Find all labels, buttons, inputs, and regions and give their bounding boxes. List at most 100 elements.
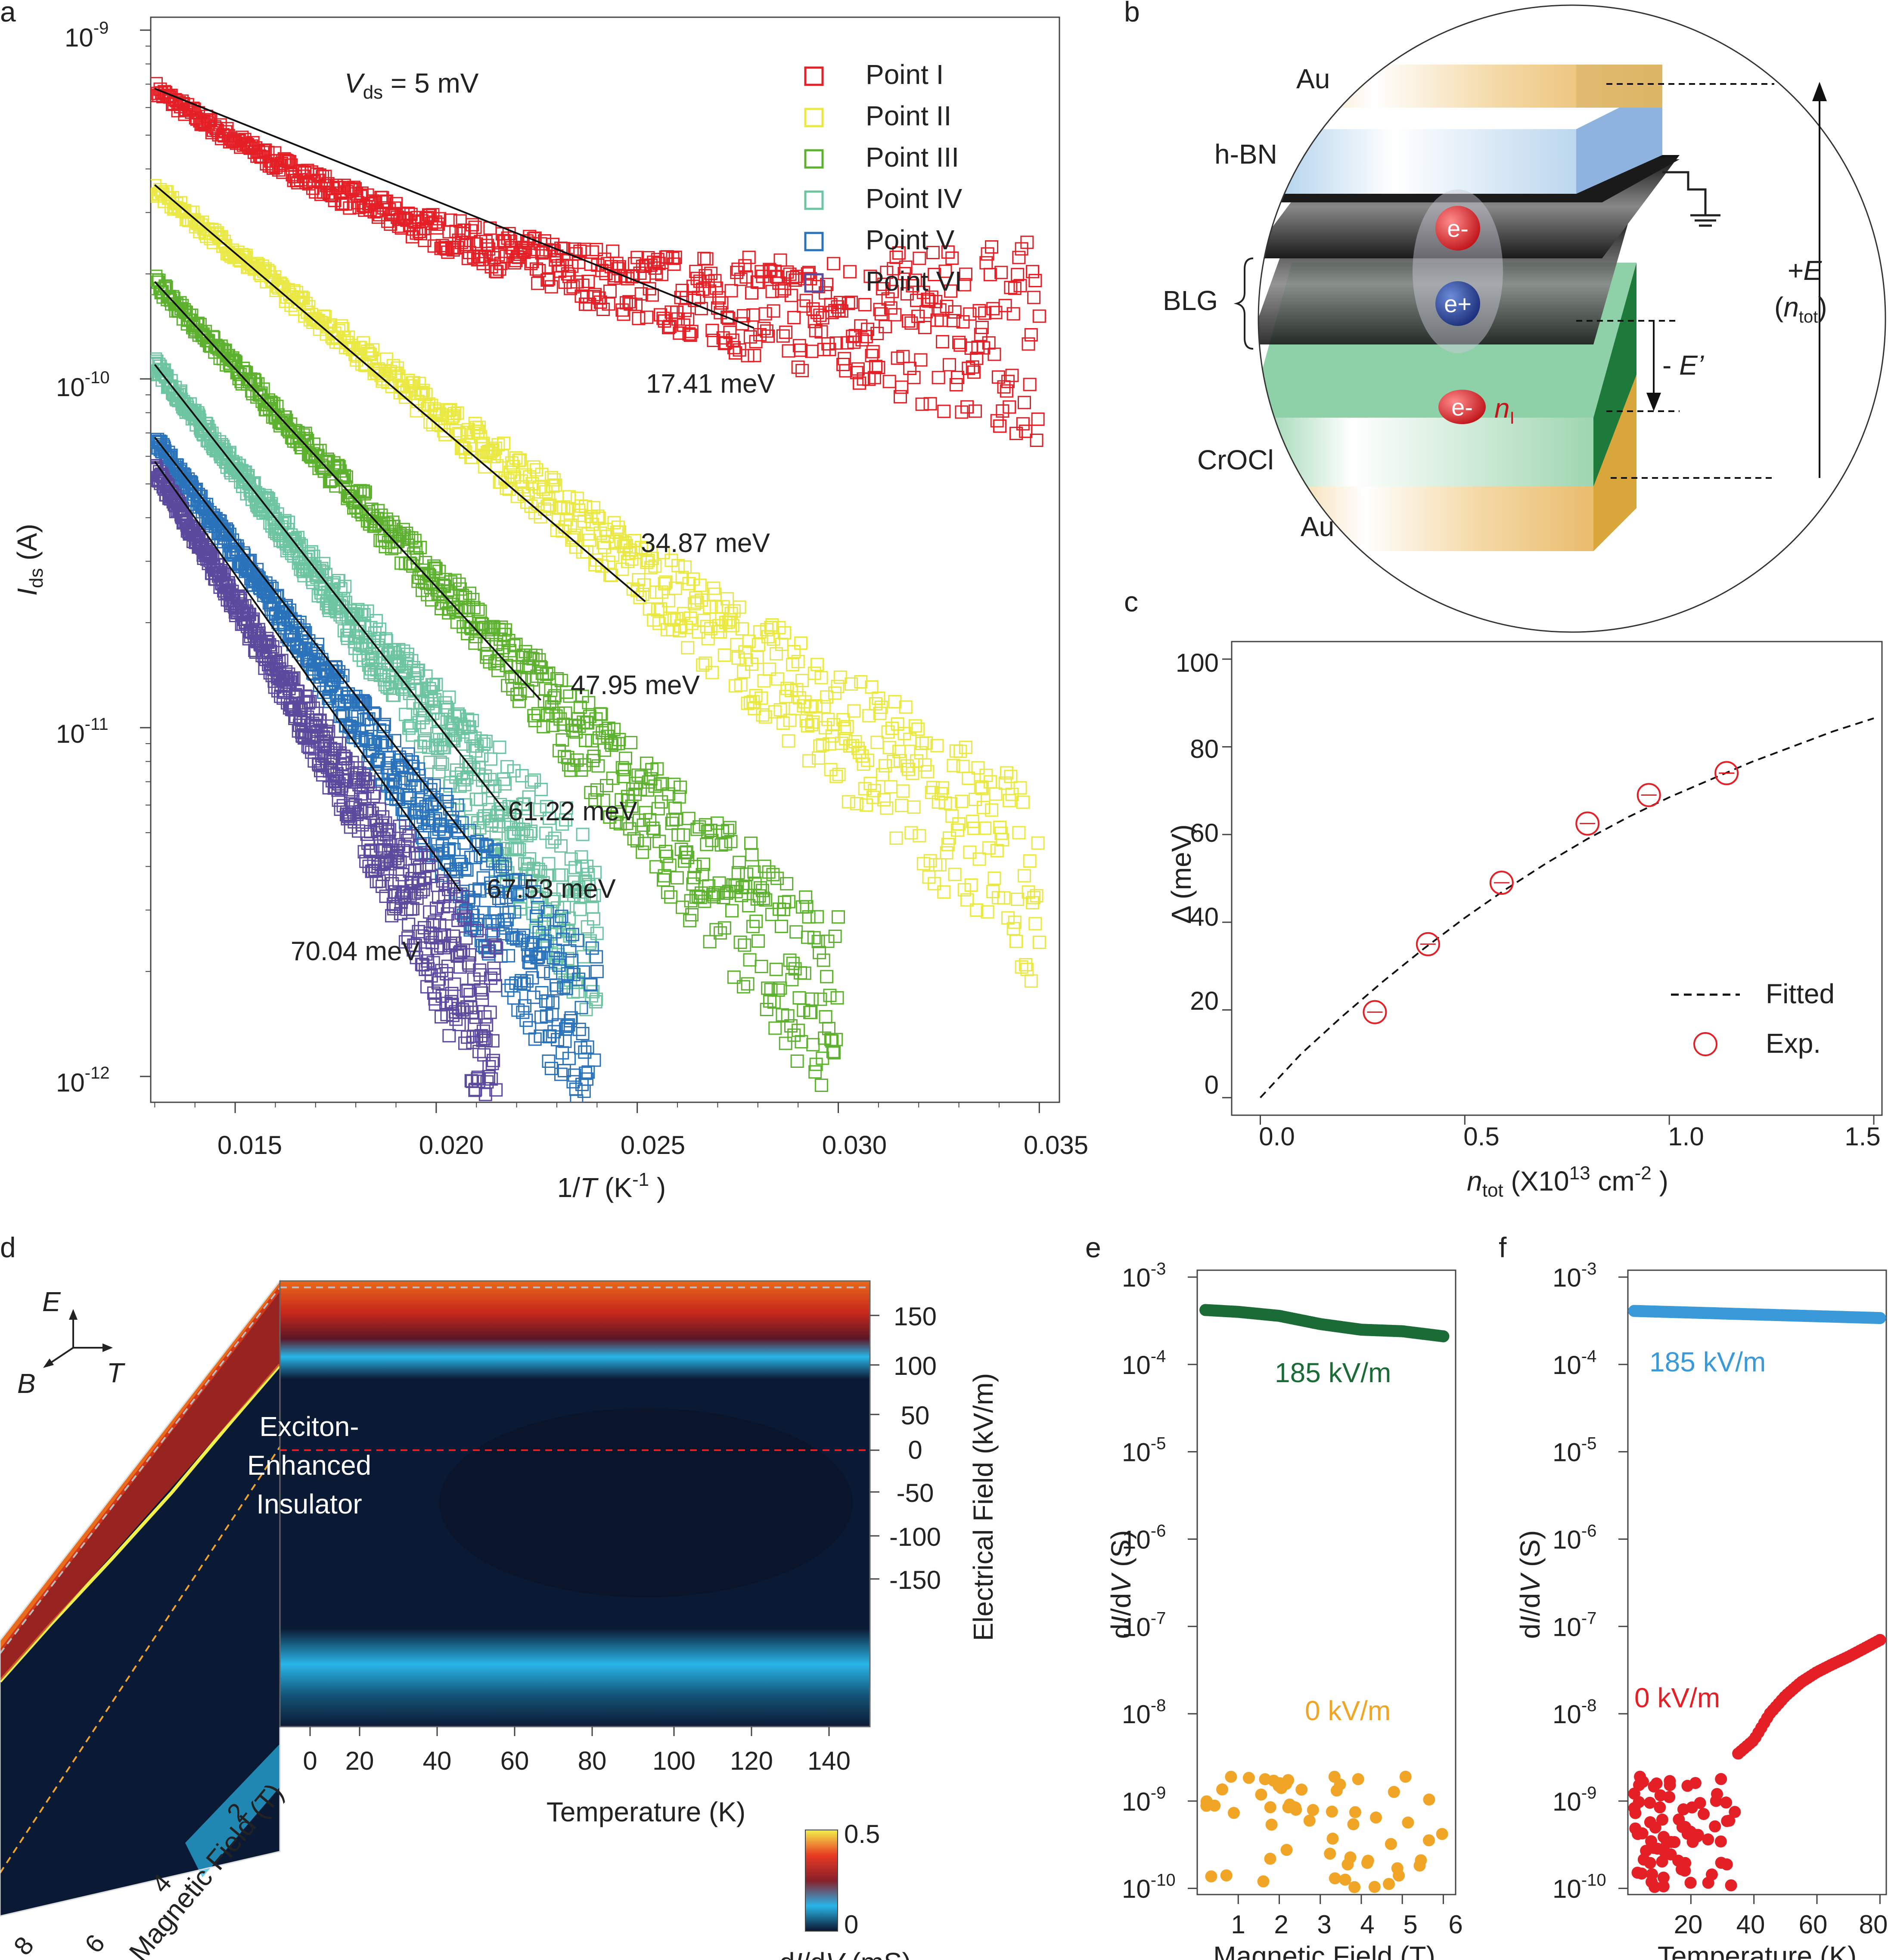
a-data-point <box>604 736 618 750</box>
panel-a-fit-lines <box>154 87 755 892</box>
a-data-point <box>622 295 636 309</box>
a-data-point <box>589 1120 601 1132</box>
log-ytick-label: 10-5 <box>1122 1434 1166 1467</box>
e-point-0 <box>1344 1851 1357 1864</box>
a-data-point <box>1013 781 1027 795</box>
a-data-point <box>615 761 629 775</box>
a-data-point <box>478 1010 492 1024</box>
a-data-point <box>450 865 463 878</box>
d-colorbar <box>805 1830 838 1932</box>
a-data-point <box>247 372 261 386</box>
a-data-point <box>531 276 545 290</box>
a-data-point <box>819 1010 832 1023</box>
a-data-point <box>704 622 718 636</box>
a-data-point <box>570 753 584 767</box>
a-data-point <box>453 428 467 441</box>
a-data-point <box>986 302 1000 316</box>
a-data-point <box>540 667 553 681</box>
a-data-point <box>820 278 834 292</box>
a-data-point <box>483 655 497 669</box>
a-data-point <box>696 658 710 672</box>
a-data-point <box>997 891 1011 905</box>
a-data-point <box>671 828 685 842</box>
a-data-point <box>455 901 469 915</box>
label-blg: BLG <box>1163 285 1218 316</box>
a-data-point <box>432 972 446 986</box>
a-data-point <box>714 926 727 940</box>
a-data-point <box>867 371 881 385</box>
a-data-point <box>587 1132 599 1144</box>
a-data-point <box>899 700 913 714</box>
a-data-point <box>646 288 659 302</box>
a-data-point <box>595 559 609 573</box>
a-data-point <box>320 727 333 741</box>
a-data-point <box>755 884 769 897</box>
a-data-point <box>459 591 472 605</box>
e-point-0 <box>1257 1875 1270 1888</box>
a-data-point <box>741 977 755 991</box>
a-data-point <box>787 645 801 659</box>
log-ytick-label: 10-6 <box>1553 1521 1596 1554</box>
a-data-point <box>969 792 982 806</box>
a-data-point <box>768 1021 782 1035</box>
a-data-point <box>829 1033 843 1046</box>
a-data-point <box>770 871 784 885</box>
a-data-point <box>869 360 883 373</box>
log-ytick-label: 10-3 <box>1122 1259 1166 1292</box>
a-data-point <box>327 674 341 688</box>
a-data-point <box>867 784 881 797</box>
a-data-point <box>344 785 358 799</box>
e-xtick-label: 2 <box>1274 1910 1288 1939</box>
log-ytick-label: 10-9 <box>1553 1783 1596 1816</box>
a-data-point <box>429 997 442 1011</box>
a-data-point <box>619 751 633 765</box>
a-data-point <box>516 928 530 942</box>
a-data-point <box>457 601 471 615</box>
panel-letter-e: e <box>1085 1231 1101 1263</box>
a-data-point <box>543 1029 557 1043</box>
a-data-point <box>577 950 590 964</box>
a-data-point <box>529 909 543 923</box>
a-data-point <box>358 695 372 709</box>
a-data-point <box>565 533 579 547</box>
a-data-point <box>394 556 408 570</box>
a-data-point <box>469 792 483 806</box>
e-point-0 <box>1273 1780 1285 1792</box>
a-data-point <box>472 420 486 434</box>
a-data-point <box>670 305 683 319</box>
a-data-point <box>975 320 989 334</box>
a-data-point <box>911 722 925 736</box>
a-data-point <box>790 1054 804 1068</box>
a-data-point <box>637 578 651 592</box>
f-point-0 <box>1664 1848 1677 1861</box>
a-data-point <box>799 294 813 307</box>
log-ytick-label: 10-9 <box>1122 1783 1166 1816</box>
a-data-point <box>687 871 701 884</box>
a-data-point <box>1024 328 1038 342</box>
a-data-point <box>423 788 437 802</box>
f-point-0 <box>1681 1780 1694 1792</box>
a-data-point <box>746 920 760 933</box>
a-data-point <box>520 234 534 248</box>
hole <box>1435 281 1480 326</box>
f-point-185 <box>1874 1312 1886 1324</box>
log-ytick-label: 10-8 <box>1553 1696 1596 1729</box>
a-data-point <box>715 296 729 310</box>
a-data-point <box>884 780 897 794</box>
a-data-point <box>932 371 945 385</box>
a-data-point <box>1031 836 1045 850</box>
panel-letter-f: f <box>1499 1231 1507 1263</box>
a-fit-line <box>154 461 461 892</box>
a-data-point <box>470 924 484 938</box>
a-data-point <box>787 311 801 325</box>
e-point-0 <box>1362 1855 1374 1867</box>
a-data-point <box>494 620 508 634</box>
a-data-point <box>357 694 370 708</box>
a-data-point <box>962 771 975 785</box>
a-data-point <box>590 950 603 964</box>
a-data-point <box>583 533 596 547</box>
a-data-point <box>376 191 389 205</box>
a-data-point <box>742 899 756 912</box>
a-data-point <box>1028 917 1042 930</box>
a-data-point <box>432 765 446 779</box>
